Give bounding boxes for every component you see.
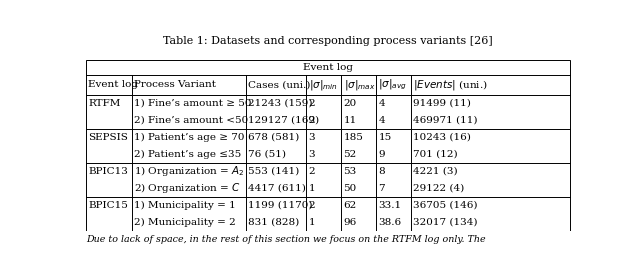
- Text: 1) Municipality = 1: 1) Municipality = 1: [134, 200, 236, 210]
- Text: Event log: Event log: [88, 81, 138, 89]
- Text: 678 (581): 678 (581): [248, 133, 300, 142]
- Text: 4: 4: [378, 116, 385, 125]
- Text: RTFM: RTFM: [88, 99, 121, 108]
- Text: 38.6: 38.6: [378, 218, 401, 227]
- Text: BPIC13: BPIC13: [88, 167, 128, 176]
- Text: 129127 (169): 129127 (169): [248, 116, 319, 125]
- Text: 1) Patient’s age ≥ 70: 1) Patient’s age ≥ 70: [134, 133, 245, 142]
- Text: 4221 (3): 4221 (3): [413, 167, 458, 176]
- Text: 3: 3: [308, 150, 316, 159]
- Text: 2) Patient’s age ≤35: 2) Patient’s age ≤35: [134, 150, 242, 159]
- Text: 4417 (611): 4417 (611): [248, 184, 306, 193]
- Text: 2) Municipality = 2: 2) Municipality = 2: [134, 218, 236, 227]
- Text: 52: 52: [344, 150, 357, 159]
- Text: 62: 62: [344, 200, 357, 210]
- Text: SEPSIS: SEPSIS: [88, 133, 128, 142]
- Text: $|\sigma|_{avg}$: $|\sigma|_{avg}$: [378, 78, 407, 92]
- Text: 2) Fine’s amount <50: 2) Fine’s amount <50: [134, 116, 249, 125]
- Text: 469971 (11): 469971 (11): [413, 116, 478, 125]
- Text: 7: 7: [378, 184, 385, 193]
- Text: 1) Organization = $A_2$: 1) Organization = $A_2$: [134, 164, 245, 178]
- Text: 21243 (159): 21243 (159): [248, 99, 313, 108]
- Text: 15: 15: [378, 133, 392, 142]
- Text: 91499 (11): 91499 (11): [413, 99, 471, 108]
- Text: 96: 96: [344, 218, 357, 227]
- Text: 4: 4: [378, 99, 385, 108]
- Text: 8: 8: [378, 167, 385, 176]
- Text: 50: 50: [344, 184, 357, 193]
- Text: 1199 (1170): 1199 (1170): [248, 200, 313, 210]
- Text: 32017 (134): 32017 (134): [413, 218, 478, 227]
- Text: 1: 1: [308, 184, 316, 193]
- Text: 185: 185: [344, 133, 364, 142]
- Text: 29122 (4): 29122 (4): [413, 184, 465, 193]
- Text: 1: 1: [308, 218, 316, 227]
- Text: 2) Organization = $\mathit{C}$: 2) Organization = $\mathit{C}$: [134, 181, 241, 195]
- Text: 76 (51): 76 (51): [248, 150, 286, 159]
- Text: 2: 2: [308, 167, 316, 176]
- Text: 701 (12): 701 (12): [413, 150, 458, 159]
- Text: $|\sigma|_{max}$: $|\sigma|_{max}$: [344, 78, 375, 92]
- Text: 11: 11: [344, 116, 357, 125]
- Text: 2: 2: [308, 200, 316, 210]
- Text: Event log: Event log: [303, 63, 353, 72]
- Text: 53: 53: [344, 167, 357, 176]
- Text: BPIC15: BPIC15: [88, 200, 128, 210]
- Text: 9: 9: [378, 150, 385, 159]
- Text: 36705 (146): 36705 (146): [413, 200, 478, 210]
- Text: 553 (141): 553 (141): [248, 167, 300, 176]
- Text: 831 (828): 831 (828): [248, 218, 300, 227]
- Text: 2: 2: [308, 116, 316, 125]
- Text: $|\sigma|_{min}$: $|\sigma|_{min}$: [308, 78, 337, 92]
- Text: Due to lack of space, in the rest of this section we focus on the RTFM log only.: Due to lack of space, in the rest of thi…: [86, 235, 486, 244]
- Text: 3: 3: [308, 133, 316, 142]
- Text: $|Events|$ (uni.): $|Events|$ (uni.): [413, 78, 488, 92]
- Text: Cases (uni.): Cases (uni.): [248, 81, 310, 89]
- Text: 1) Fine’s amount ≥ 50: 1) Fine’s amount ≥ 50: [134, 99, 252, 108]
- Bar: [86, 60, 570, 231]
- Text: 10243 (16): 10243 (16): [413, 133, 471, 142]
- Text: 2: 2: [308, 99, 316, 108]
- Text: 33.1: 33.1: [378, 200, 401, 210]
- Text: 20: 20: [344, 99, 357, 108]
- Text: Process Variant: Process Variant: [134, 81, 216, 89]
- Text: Table 1: Datasets and corresponding process variants [26]: Table 1: Datasets and corresponding proc…: [163, 36, 493, 46]
